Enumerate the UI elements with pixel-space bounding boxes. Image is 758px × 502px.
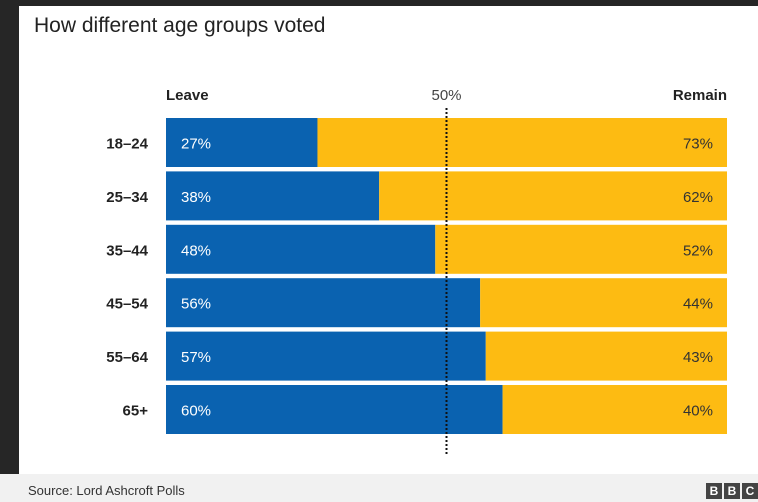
legend-remain: Remain bbox=[673, 87, 727, 104]
bbc-logo-letter: B bbox=[706, 483, 722, 499]
bar-leave bbox=[166, 118, 318, 167]
footer-bar bbox=[0, 474, 758, 502]
bar-remain bbox=[485, 331, 727, 381]
data-label-leave: 56% bbox=[181, 296, 211, 313]
data-label-remain: 52% bbox=[683, 242, 713, 259]
data-label-leave: 57% bbox=[181, 349, 211, 366]
bar-remain bbox=[317, 118, 727, 167]
category-label: 65+ bbox=[123, 403, 149, 420]
data-label-remain: 43% bbox=[683, 349, 713, 366]
age-vote-chart: Leave Remain 50% 18–24 27% 73% 25–34 38% 62% 35–4… bbox=[106, 87, 727, 454]
source-note: Source: Lord Ashcroft Polls bbox=[28, 483, 185, 498]
chart-title: How different age groups voted bbox=[34, 14, 326, 37]
data-label-leave: 38% bbox=[181, 189, 211, 206]
bar-remain bbox=[480, 278, 727, 328]
data-label-leave: 60% bbox=[181, 403, 211, 420]
data-label-remain: 44% bbox=[683, 296, 713, 313]
category-label: 35–44 bbox=[106, 242, 148, 259]
bar-leave bbox=[166, 224, 436, 274]
data-label-leave: 48% bbox=[181, 242, 211, 259]
bar-leave bbox=[166, 278, 481, 328]
bar-leave bbox=[166, 385, 503, 434]
data-label-remain: 73% bbox=[683, 136, 713, 153]
bbc-logo: B B C bbox=[706, 483, 758, 499]
bbc-logo-letter: B bbox=[724, 483, 740, 499]
category-label: 55–64 bbox=[106, 349, 148, 366]
data-label-remain: 62% bbox=[683, 189, 713, 206]
bar-remain bbox=[502, 385, 727, 434]
data-label-remain: 40% bbox=[683, 403, 713, 420]
bar-remain bbox=[379, 171, 727, 221]
data-label-leave: 27% bbox=[181, 136, 211, 153]
category-label: 45–54 bbox=[106, 296, 148, 313]
bbc-logo-letter: C bbox=[742, 483, 758, 499]
bar-remain bbox=[435, 224, 727, 274]
bar-leave bbox=[166, 331, 486, 381]
category-label: 25–34 bbox=[106, 189, 148, 206]
reference-line-label: 50% bbox=[431, 87, 461, 104]
category-label: 18–24 bbox=[106, 136, 148, 153]
legend-leave: Leave bbox=[166, 87, 209, 104]
bar-leave bbox=[166, 171, 380, 221]
